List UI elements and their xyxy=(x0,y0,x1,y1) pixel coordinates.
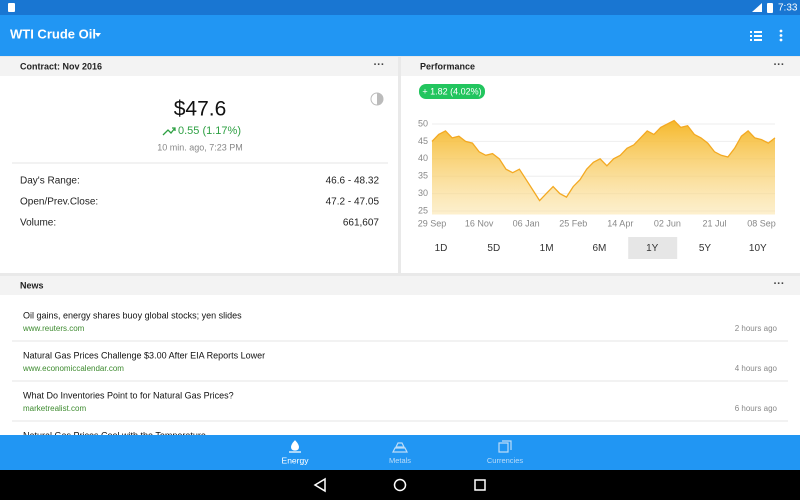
back-button[interactable] xyxy=(313,477,326,493)
contract-header: Contract: Nov 2016 xyxy=(20,61,102,71)
x-tick-label: 29 Sep xyxy=(418,218,447,228)
panel-menu[interactable]: ··· xyxy=(774,278,785,290)
nav-icon[interactable] xyxy=(289,440,301,453)
range-selected-bg xyxy=(628,237,678,259)
contract-rows: Day's Range: 46.6 - 48.32 Open/Prev.Close:… xyxy=(20,176,379,229)
nav-icon[interactable] xyxy=(392,442,408,453)
nav-label[interactable]: Metals xyxy=(389,456,411,465)
news-title[interactable]: Natural Gas Prices Cool with the Tempera… xyxy=(23,430,206,440)
y-tick-label: 45 xyxy=(418,136,428,146)
clock-icon-fill xyxy=(377,93,383,105)
system-nav xyxy=(0,470,800,500)
range-button[interactable]: 10Y xyxy=(749,243,767,254)
news-title[interactable]: Oil gains, energy shares buoy global sto… xyxy=(23,310,242,320)
sd-icon xyxy=(8,3,15,12)
row-label: Day's Range: xyxy=(20,176,80,187)
row-value: 47.2 - 47.05 xyxy=(326,197,380,208)
news-time: 4 hours ago xyxy=(735,364,778,373)
dropdown-arrow[interactable] xyxy=(95,33,101,37)
status-time: 7:33 xyxy=(778,3,798,14)
area-line xyxy=(431,119,776,202)
app-bar xyxy=(0,15,800,56)
news-title[interactable]: Natural Gas Prices Challenge $3.00 After… xyxy=(23,350,265,360)
range-selector: 1D 5D 1M 6M 1Y 5Y 10Y xyxy=(435,237,767,259)
news-source: www.economiccalendar.com xyxy=(22,364,124,373)
news-time: 2 hours ago xyxy=(735,324,778,333)
trend-up-icon xyxy=(162,127,176,136)
range-button[interactable]: 6M xyxy=(592,243,606,254)
bottom-nav-items: Energy Metals Currencies xyxy=(282,440,524,465)
range-button[interactable]: 1Y xyxy=(646,243,659,254)
panel-menu[interactable]: ··· xyxy=(374,59,385,71)
news-title[interactable]: What Do Inventories Point to for Natural… xyxy=(23,390,234,400)
range-button[interactable]: 5Y xyxy=(699,243,712,254)
nav-icon[interactable] xyxy=(498,440,512,453)
news-source: www.reuters.com xyxy=(22,324,85,333)
price: $47.6 xyxy=(174,98,227,121)
x-tick-label: 25 Feb xyxy=(559,218,587,228)
row-label: Open/Prev.Close: xyxy=(20,197,98,208)
row-value: 46.6 - 48.32 xyxy=(326,176,380,187)
change-badge: + 1.82 (4.02%) xyxy=(422,86,481,96)
range-button[interactable]: 5D xyxy=(487,243,500,254)
panel-menu[interactable]: ··· xyxy=(774,59,785,71)
nav-label[interactable]: Energy xyxy=(282,455,310,465)
list-view-button[interactable] xyxy=(750,31,762,41)
updated-time: 10 min. ago, 7:23 PM xyxy=(157,142,243,152)
news-list: Oil gains, energy shares buoy global sto… xyxy=(12,310,788,440)
x-tick-label: 21 Jul xyxy=(702,218,726,228)
row-label: Volume: xyxy=(20,218,56,229)
row-value: 661,607 xyxy=(343,218,380,229)
x-tick-label: 16 Nov xyxy=(465,218,494,228)
contract-panel xyxy=(0,57,398,273)
app-title: WTI Crude Oil xyxy=(10,26,96,41)
news-source: marketrealist.com xyxy=(23,404,86,413)
change-badge-bg xyxy=(419,84,485,99)
y-tick-label: 30 xyxy=(418,188,428,198)
home-button[interactable] xyxy=(393,478,407,492)
y-tick-label: 40 xyxy=(418,153,428,163)
range-button[interactable]: 1D xyxy=(435,243,448,254)
y-tick-label: 50 xyxy=(418,118,428,128)
status-bar xyxy=(0,0,800,15)
y-tick-label: 25 xyxy=(418,205,428,215)
performance-header: Performance xyxy=(420,61,475,71)
performance-chart: 25 30 35 40 45 50 29 Sep 16 Nov 06 Jan 25 Feb 14 A… xyxy=(418,118,776,228)
y-tick-label: 35 xyxy=(418,171,428,181)
news-time: 6 hours ago xyxy=(735,404,778,413)
battery-icon xyxy=(767,3,773,13)
x-tick-label: 08 Sep xyxy=(747,218,776,228)
x-tick-label: 14 Apr xyxy=(607,218,633,228)
recents-button[interactable] xyxy=(474,479,486,491)
price-change: 0.55 (1.17%) xyxy=(178,125,241,137)
nav-label[interactable]: Currencies xyxy=(487,456,524,465)
overflow-menu[interactable] xyxy=(779,29,783,42)
x-tick-label: 02 Jun xyxy=(654,218,681,228)
contract-header-bar xyxy=(0,57,398,76)
range-button[interactable]: 1M xyxy=(540,243,554,254)
news-panel xyxy=(0,276,800,436)
x-tick-label: 06 Jan xyxy=(513,218,540,228)
area-fill xyxy=(432,120,775,215)
news-header-bar xyxy=(0,276,800,295)
signal-icon xyxy=(752,3,762,12)
performance-header-bar xyxy=(401,57,800,76)
news-header: News xyxy=(20,280,44,290)
